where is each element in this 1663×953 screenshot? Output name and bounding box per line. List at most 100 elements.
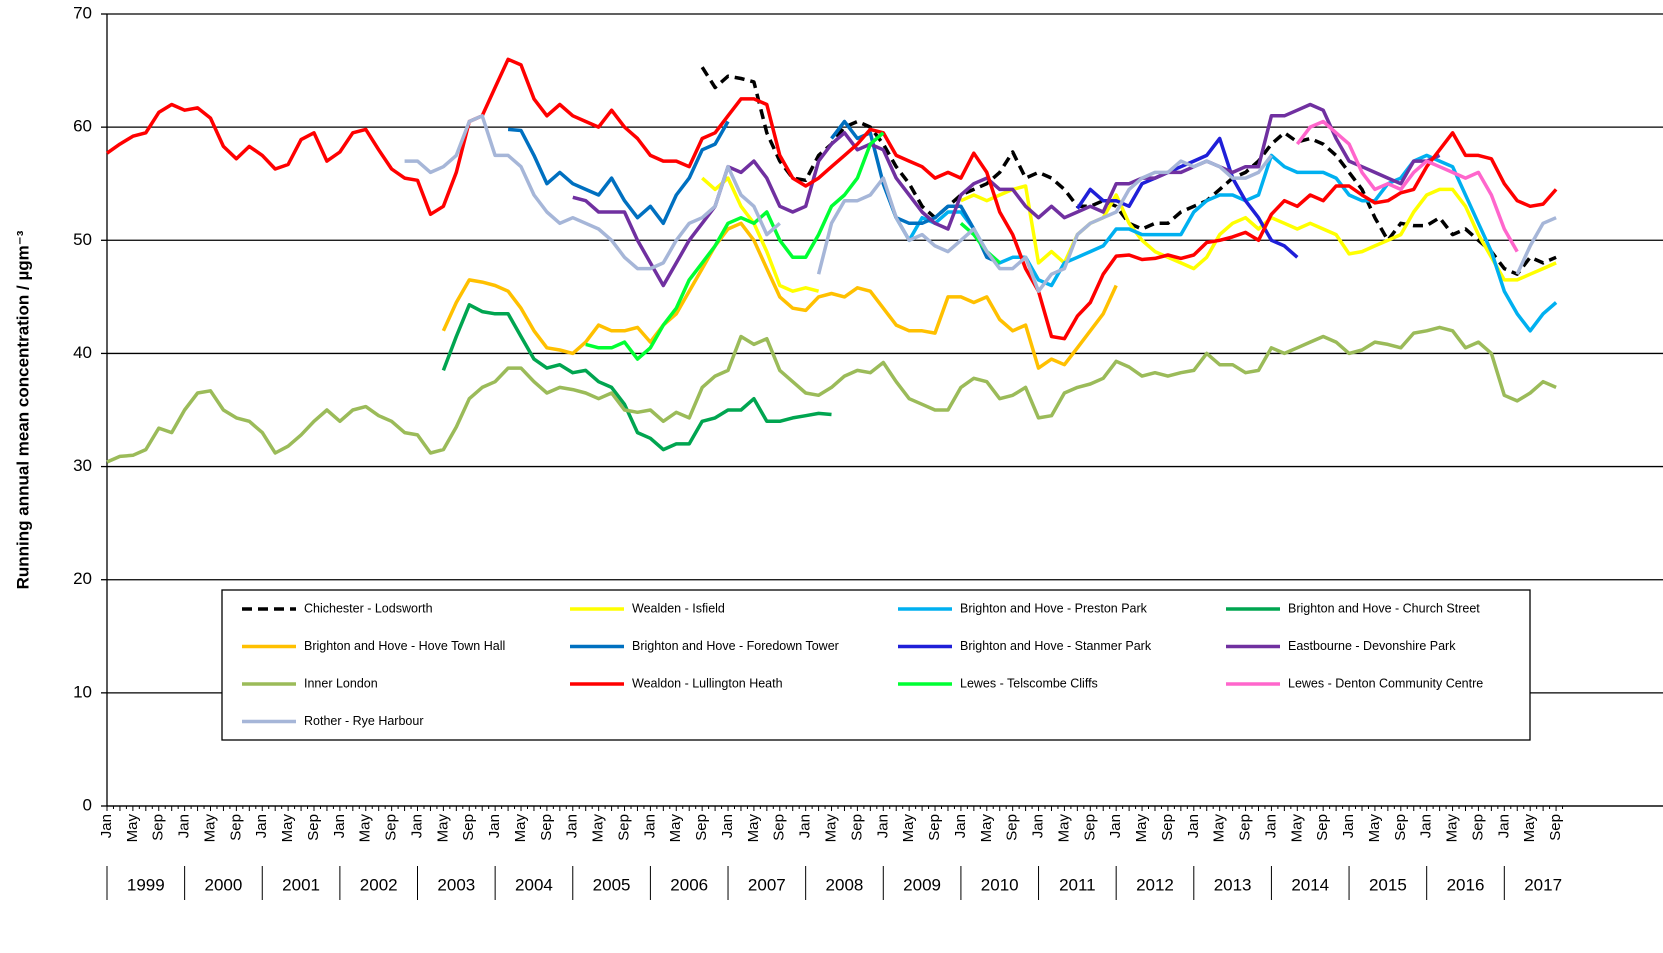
series-line — [700, 66, 1557, 276]
legend-label: Brighton and Hove - Preston Park — [960, 601, 1148, 615]
year-label: 2010 — [981, 875, 1019, 894]
legend-label: Eastbourne - Devonshire Park — [1288, 639, 1456, 653]
x-tick-label: Sep — [150, 814, 167, 841]
x-tick-label: Sep — [1081, 814, 1098, 841]
x-tick-label: Jan — [1107, 814, 1124, 838]
x-tick-label: Sep — [926, 814, 943, 841]
x-tick-label: Jan — [797, 814, 814, 838]
year-label: 2014 — [1291, 875, 1329, 894]
legend-label: Rother - Rye Harbour — [304, 714, 424, 728]
x-tick-label: Sep — [1159, 814, 1176, 841]
y-tick-label: 0 — [83, 795, 92, 814]
x-tick-label: Jan — [952, 814, 969, 838]
x-tick-label: Jan — [1340, 814, 1357, 838]
x-tick-label: Sep — [227, 814, 244, 841]
x-tick-label: Sep — [693, 814, 710, 841]
year-label: 2011 — [1059, 875, 1096, 894]
x-tick-label: May — [357, 814, 374, 843]
x-tick-label: Jan — [331, 814, 348, 838]
legend-label: Lewes - Telscombe Cliffs — [960, 676, 1098, 690]
x-tick-label: Jan — [486, 814, 503, 838]
legend-label: Brighton and Hove - Foredown Tower — [632, 639, 839, 653]
legend-box — [221, 589, 1531, 741]
x-tick-label: Jan — [874, 814, 891, 838]
series-line — [106, 325, 1557, 464]
x-tick-label: Sep — [538, 814, 555, 841]
x-tick-label: Jan — [1185, 814, 1202, 838]
x-tick-label: Sep — [1314, 814, 1331, 841]
legend-label: Wealdon - Lullington Heath — [632, 676, 783, 690]
x-tick-label: Jan — [1030, 814, 1047, 838]
x-tick-label: May — [667, 814, 684, 843]
year-label: 2008 — [826, 875, 864, 894]
legend-label: Wealden - Isfield — [632, 601, 725, 615]
series-line — [105, 57, 1558, 341]
x-tick-label: Jan — [176, 814, 193, 838]
year-label: 2003 — [437, 875, 475, 894]
x-tick-label: Jan — [1418, 814, 1435, 838]
y-tick-label: 20 — [73, 569, 92, 588]
x-tick-label: Sep — [1004, 814, 1021, 841]
legend-label: Brighton and Hove - Church Street — [1288, 601, 1480, 615]
series-line — [507, 119, 1001, 265]
x-tick-label: May — [1133, 814, 1150, 843]
series-line — [441, 303, 832, 452]
x-tick-label: Sep — [460, 814, 477, 841]
y-tick-label: 70 — [73, 3, 92, 22]
y-tick-label: 60 — [73, 117, 92, 136]
x-tick-label: Sep — [1237, 814, 1254, 841]
year-label: 2001 — [282, 875, 320, 894]
x-tick-label: May — [1444, 814, 1461, 843]
year-label: 2015 — [1369, 875, 1407, 894]
x-tick-label: May — [124, 814, 141, 843]
x-tick-label: Sep — [615, 814, 632, 841]
year-label: 2009 — [903, 875, 941, 894]
x-tick-label: May — [1366, 814, 1383, 843]
x-tick-label: May — [1288, 814, 1305, 843]
x-tick-label: Sep — [383, 814, 400, 841]
legend: Chichester - Lodsworth Wealden - Isfield B… — [221, 589, 1531, 741]
y-tick-label: 50 — [73, 230, 92, 249]
x-tick-label: Jan — [408, 814, 425, 838]
year-label: 2002 — [360, 875, 398, 894]
year-label: 2005 — [593, 875, 631, 894]
series-line — [1295, 119, 1519, 253]
x-tick-label: Jan — [719, 814, 736, 838]
series-line — [441, 221, 1118, 370]
x-tick-label: Jan — [253, 814, 270, 838]
year-label: 2017 — [1524, 875, 1562, 894]
x-tick-label: Sep — [1469, 814, 1486, 841]
year-label: 2000 — [205, 875, 243, 894]
x-tick-label: Sep — [1547, 814, 1564, 841]
year-label: 1999 — [127, 875, 165, 894]
x-tick-label: Jan — [98, 814, 115, 838]
x-tick-label: May — [434, 814, 451, 843]
legend-label: Brighton and Hove - Stanmer Park — [960, 639, 1152, 653]
legend-label: Lewes - Denton Community Centre — [1288, 676, 1483, 690]
legend-label: Chichester - Lodsworth — [304, 601, 433, 615]
legend-label: Inner London — [304, 676, 378, 690]
x-tick-label: May — [900, 814, 917, 843]
year-label: 2012 — [1136, 875, 1174, 894]
x-tick-label: May — [822, 814, 839, 843]
x-tick-label: Sep — [305, 814, 322, 841]
legend-label: Brighton and Hove - Hove Town Hall — [304, 639, 505, 653]
x-tick-label: May — [279, 814, 296, 843]
x-tick-label: May — [590, 814, 607, 843]
x-tick-label: Jan — [1262, 814, 1279, 838]
y-tick-label: 30 — [73, 456, 92, 475]
x-tick-label: Jan — [564, 814, 581, 838]
x-tick-label: Sep — [771, 814, 788, 841]
x-tick-label: May — [745, 814, 762, 843]
x-tick-label: Jan — [1495, 814, 1512, 838]
y-axis-title: Running annual mean concentration / µgm⁻… — [13, 230, 32, 589]
x-tick-label: May — [1055, 814, 1072, 843]
x-tick-label: May — [978, 814, 995, 843]
x-tick-label: May — [201, 814, 218, 843]
year-label: 2016 — [1447, 875, 1485, 894]
x-tick-label: Sep — [1392, 814, 1409, 841]
y-tick-label: 10 — [73, 682, 92, 701]
